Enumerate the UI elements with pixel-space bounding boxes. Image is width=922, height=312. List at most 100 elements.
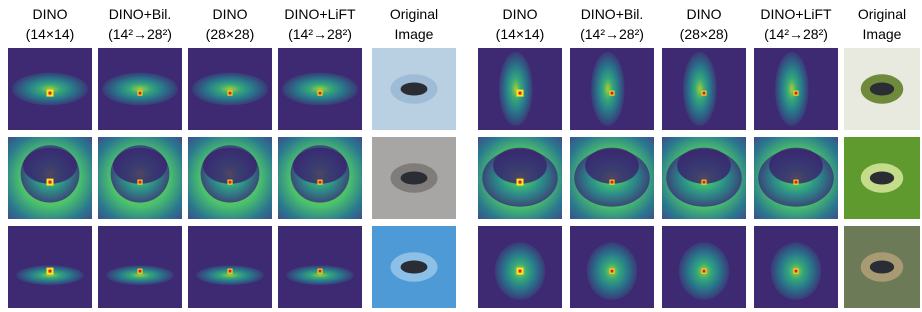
attention-map [478,137,562,219]
attention-map [278,48,362,130]
column-title: Original [858,6,906,22]
attention-map [478,226,562,308]
query-marker [795,92,798,95]
original-image [844,137,920,219]
map-dark-region [585,148,639,184]
attention-map [8,226,92,308]
attention-map [188,48,272,130]
attention-map [754,137,838,219]
query-marker [319,270,322,273]
query-marker [611,92,614,95]
column-subtitle: (14²→28²) [764,26,828,42]
column-title: DINO+Bil. [109,6,172,22]
photo-subject-dark [870,82,894,95]
query-marker [319,181,322,184]
map-dark-region [677,148,731,184]
column-subtitle: (28×28) [206,26,255,42]
query-marker [795,270,798,273]
column-subtitle: (14×14) [26,26,75,42]
photo-subject-dark [401,260,428,273]
column-title: DINO+LiFT [760,6,832,22]
attention-map [98,226,182,308]
photo-subject-dark [401,82,428,95]
query-marker [519,270,522,273]
query-marker [519,92,522,95]
attention-map [478,48,562,130]
map-dark-region [493,148,547,184]
map-blob [282,73,358,106]
column-subtitle: Image [863,26,902,42]
column-subtitle: (14²→28²) [288,26,352,42]
column-title: DINO [687,6,722,22]
query-marker [703,270,706,273]
page: DINO (14×14) DINO+Bil. (14²→28²) DINO (28×28)… [0,0,922,312]
column-title: DINO [213,6,248,22]
attention-map [8,137,92,219]
attention-map [662,48,746,130]
column-subtitle: Image [395,26,434,42]
query-marker [611,270,614,273]
column-title: DINO+Bil. [581,6,644,22]
map-dark-region [769,148,823,184]
map-blob [286,265,353,285]
query-marker [519,181,522,184]
query-marker [49,181,52,184]
attention-map [8,48,92,130]
query-marker [229,92,232,95]
query-marker [703,92,706,95]
column-subtitle: (14×14) [496,26,545,42]
query-marker [139,270,142,273]
query-marker [795,181,798,184]
map-blob [499,52,533,126]
column-title: DINO+LiFT [284,6,356,22]
map-dark-region [293,148,347,184]
map-blob [683,52,717,126]
column-title: DINO [33,6,68,22]
map-blob [192,73,268,106]
map-blob [106,265,173,285]
original-image [372,48,456,130]
attention-map [754,48,838,130]
attention-map [570,226,654,308]
map-blob [12,73,88,106]
query-marker [229,181,232,184]
query-marker [611,181,614,184]
map-blob [591,52,625,126]
query-marker [49,270,52,273]
query-marker [139,92,142,95]
column-subtitle: (14²→28²) [580,26,644,42]
attention-map [278,137,362,219]
query-marker [703,181,706,184]
photo-subject-dark [870,260,894,273]
map-dark-region [23,148,77,184]
query-marker [319,92,322,95]
query-marker [49,92,52,95]
attention-map [662,137,746,219]
attention-map [754,226,838,308]
column-subtitle: (28×28) [680,26,729,42]
attention-map [98,48,182,130]
map-blob [775,52,809,126]
original-image [372,137,456,219]
column-title: Original [390,6,438,22]
query-marker [229,270,232,273]
attention-map [278,226,362,308]
attention-map [662,226,746,308]
attention-map [188,137,272,219]
column-subtitle: (14²→28²) [108,26,172,42]
original-image [372,226,456,308]
column-title: DINO [503,6,538,22]
attention-map [188,226,272,308]
attention-map [98,137,182,219]
map-dark-region [113,148,167,184]
map-blob [102,73,178,106]
original-image [844,48,920,130]
photo-subject-dark [870,171,894,184]
map-blob [196,265,263,285]
attention-map [570,137,654,219]
figure: DINO (14×14) DINO+Bil. (14²→28²) DINO (28×28)… [0,0,922,312]
original-image [844,226,920,308]
map-dark-region [203,148,257,184]
photo-subject-dark [401,171,428,184]
attention-map [570,48,654,130]
